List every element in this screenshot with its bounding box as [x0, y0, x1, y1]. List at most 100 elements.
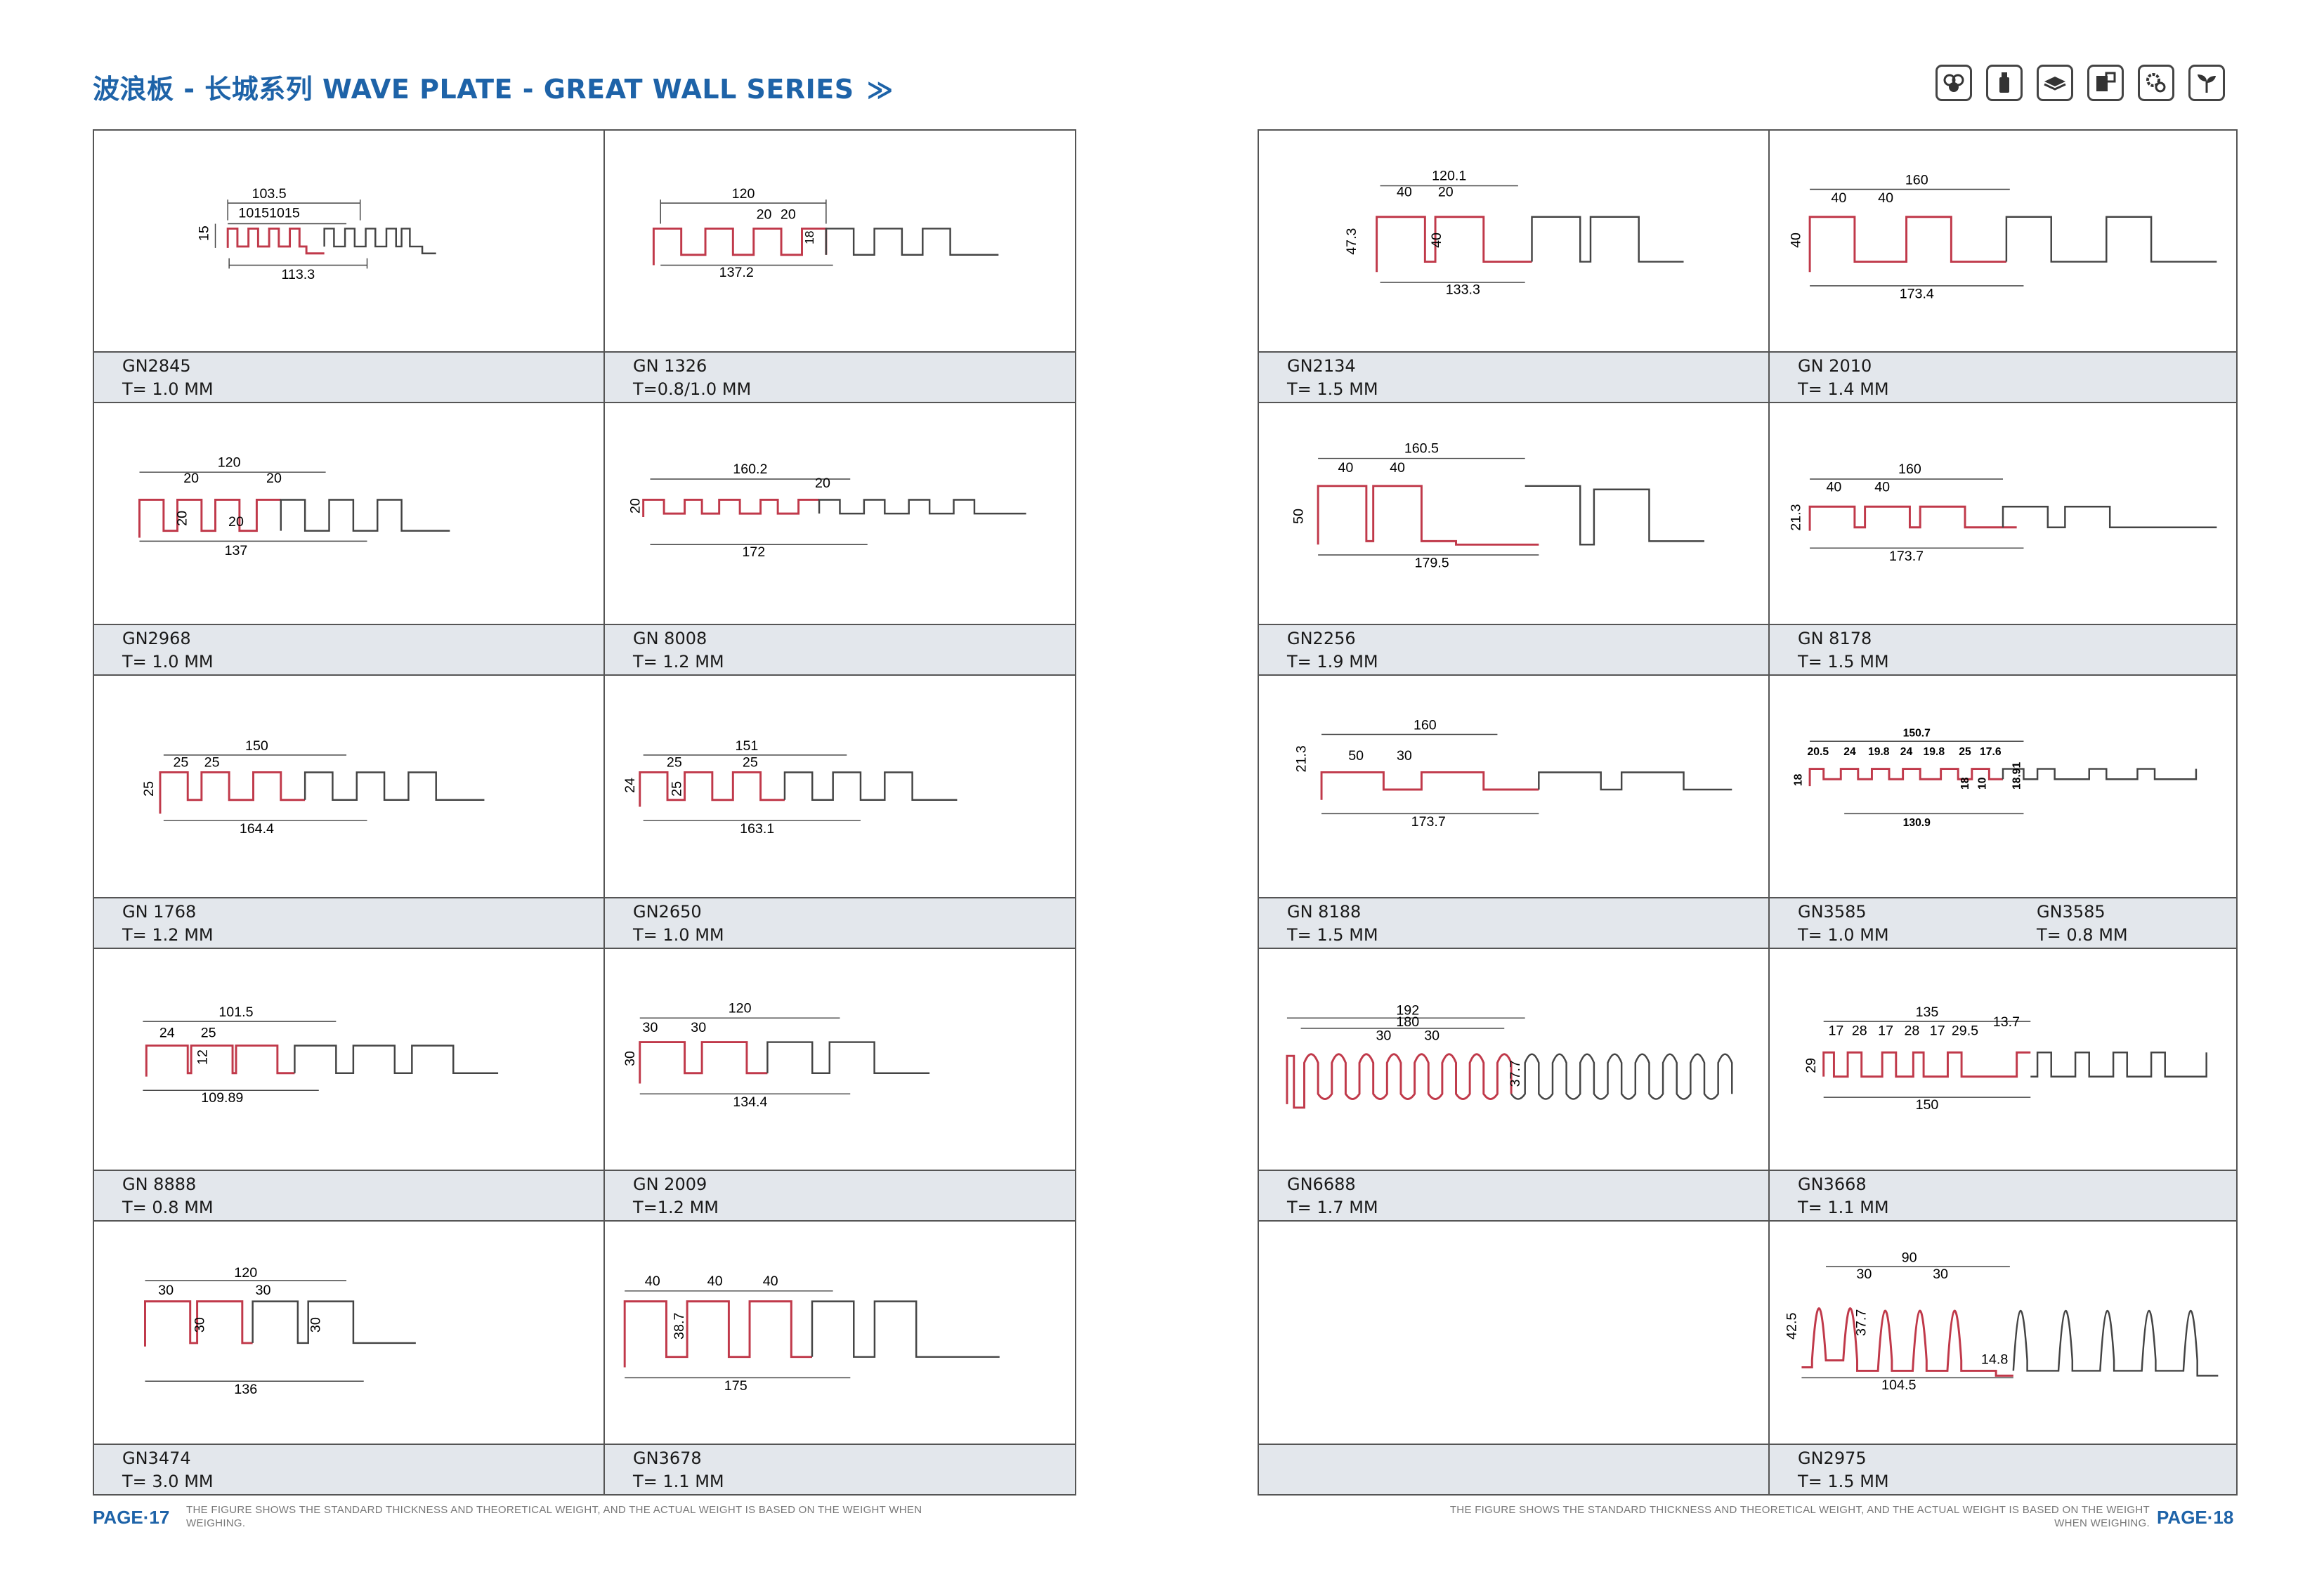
left-profile-grid: 103.5 10151015 15 113.3 GN2845 T= 1.0 MM… [93, 129, 1076, 1496]
profile-thickness: T= 1.0 MM [633, 924, 724, 945]
profile-drawing: 120 20 20 18 137.2 [605, 131, 1075, 351]
page-number: PAGE·17 [93, 1507, 170, 1528]
profile-thickness: T= 1.7 MM [1287, 1197, 1378, 1217]
dim-label: 104.5 [1881, 1378, 1916, 1393]
profile-cell: 120 20 20 20 20 137 GN2968 T= 1.0 MM [94, 403, 605, 676]
profile-code: GN3474 [122, 1448, 191, 1468]
dim-label: 90 [1902, 1250, 1917, 1265]
profile-diagram: 192 180 30 30 37.7 [1286, 1002, 1733, 1108]
profile-diagram: 120 30 30 30 134.4 [622, 1000, 930, 1109]
bottle-icon [1986, 65, 2023, 101]
profile-label: GN6688 T= 1.7 MM [1259, 1169, 1768, 1220]
profile-code: GN3585 [1798, 901, 1867, 922]
profile-code: GN 8188 [1287, 901, 1362, 922]
profile-drawing: 120 30 30 30 134.4 [605, 949, 1075, 1170]
dim-label: 160 [1905, 173, 1928, 188]
dim-label: 30 [192, 1317, 207, 1333]
profile-label [1259, 1444, 1768, 1494]
profile-drawing: 160 40 40 40 173.4 [1770, 131, 2236, 351]
dim-label: 17 [1878, 1023, 1893, 1038]
right-footer: PAGE·18 [2157, 1507, 2233, 1529]
dim-label: 25 [204, 755, 220, 771]
dim-label: 109.89 [201, 1090, 243, 1106]
dim-label: 40 [1878, 190, 1893, 206]
dim-label: 180 [1396, 1014, 1419, 1030]
dim-label: 13.7 [1993, 1014, 2020, 1030]
dim-label: 20 [781, 207, 796, 223]
profile-thickness: T= 1.0 MM [1798, 924, 1889, 945]
profile-code: GN 2009 [633, 1174, 707, 1194]
sprout-icon [2188, 65, 2225, 101]
dim-label: 37.7 [1508, 1060, 1523, 1087]
profile-cell: 120 30 30 30 134.4 GN 2009 T=1.2 MM [605, 949, 1075, 1222]
dim-label: 40 [645, 1274, 660, 1289]
profile-label: GN3585 T= 1.0 MM GN3585 T= 0.8 MM [1770, 896, 2236, 948]
dim-label: 120 [218, 455, 241, 471]
profile-code: GN 1326 [633, 356, 707, 377]
puzzle-icon [2087, 65, 2124, 101]
dim-label: 40 [1338, 460, 1353, 476]
dim-label: 151 [736, 738, 759, 754]
dim-label: 40 [1874, 480, 1890, 495]
dim-label: 20 [815, 476, 830, 491]
profile-label: GN2968 T= 1.0 MM [94, 624, 603, 675]
page-title-text: 波浪板 - 长城系列 WAVE PLATE - GREAT WALL SERIE… [93, 74, 854, 105]
dim-label: 160 [1898, 462, 1921, 477]
profile-cell-empty [1259, 1221, 1770, 1494]
profile-drawing: 40 40 40 38.7 175 [605, 1222, 1075, 1444]
profile-thickness: T= 1.0 MM [122, 652, 214, 672]
dim-label: 30 [1376, 1028, 1391, 1043]
dim-label: 28 [1852, 1023, 1867, 1038]
right-footnote: THE FIGURE SHOWS THE STANDARD THICKNESS … [1449, 1504, 2150, 1529]
dim-label: 18 [1792, 774, 1804, 787]
dim-label: 30 [643, 1019, 658, 1035]
page-number: PAGE·18 [2157, 1507, 2234, 1528]
dim-label: 137 [225, 543, 248, 558]
profile-drawing: 160 50 30 21.3 173.7 [1259, 676, 1768, 896]
profile-diagram: 120 20 20 20 20 137 [138, 455, 450, 558]
dim-label: 25 [1959, 746, 1971, 758]
profile-drawing: 101.5 24 25 12 109.89 [94, 949, 603, 1170]
dim-label: 30 [691, 1019, 706, 1035]
profile-code: GN3678 [633, 1448, 702, 1468]
profile-label: GN2134 T= 1.5 MM [1259, 351, 1768, 403]
profile-diagram: 135 17 28 17 28 17 29.5 13.7 29 150 [1803, 1005, 2207, 1112]
profile-diagram: 160 40 40 21.3 173.7 [1788, 462, 2217, 564]
dim-label: 25 [670, 781, 685, 797]
dim-label: 29.5 [1952, 1023, 1978, 1038]
profile-drawing: 120 30 30 30 30 136 [94, 1222, 603, 1444]
profile-cell: 120 30 30 30 30 136 GN3474 T= 3.0 MM [94, 1221, 605, 1494]
profile-label: GN3474 T= 3.0 MM [94, 1444, 603, 1494]
profile-label: GN3678 T= 1.1 MM [605, 1444, 1075, 1494]
profile-label: GN 2009 T=1.2 MM [605, 1169, 1075, 1220]
profile-code: GN 2010 [1798, 356, 1872, 377]
dim-label: 160.2 [733, 462, 767, 477]
dim-label: 15 [197, 225, 212, 241]
dim-label: 25 [201, 1025, 216, 1040]
dim-label: 37.7 [1853, 1309, 1869, 1335]
dim-label: 25 [743, 755, 758, 771]
profile-label: GN 8888 T= 0.8 MM [94, 1169, 603, 1220]
dim-label: 30 [308, 1317, 323, 1333]
profile-diagram: 120 20 20 18 137.2 [652, 186, 999, 280]
profile-diagram: 150 25 25 25 164.4 [141, 738, 485, 837]
right-profile-grid: 120.1 40 20 47.3 40 133.3 GN2134 T= 1.5 … [1258, 129, 2238, 1496]
profile-diagram: 103.5 10151015 15 113.3 [197, 186, 436, 282]
profile-cell: 160 50 30 21.3 173.7 GN 8188 T= 1.5 MM [1259, 676, 1770, 949]
dim-label: 113.3 [282, 267, 315, 282]
dim-label: 150 [1916, 1097, 1939, 1112]
profile-code: GN2845 [122, 356, 191, 377]
profile-code: GN3668 [1798, 1174, 1867, 1194]
profile-code: GN 8178 [1798, 629, 1872, 649]
profile-diagram: 120 30 30 30 30 136 [144, 1265, 416, 1397]
dim-label: 24 [622, 778, 638, 793]
profile-label: GN2650 T= 1.0 MM [605, 896, 1075, 948]
profile-diagram: 101.5 24 25 12 109.89 [143, 1005, 499, 1106]
dim-label: 24 [1843, 746, 1856, 758]
profile-code: GN 8888 [122, 1174, 197, 1194]
profile-code: GN2968 [122, 629, 191, 649]
dim-label: 133.3 [1446, 282, 1480, 298]
dim-label: 30 [255, 1283, 270, 1298]
profile-thickness: T= 1.4 MM [1798, 379, 1889, 400]
cubes-icon [1935, 65, 1972, 101]
